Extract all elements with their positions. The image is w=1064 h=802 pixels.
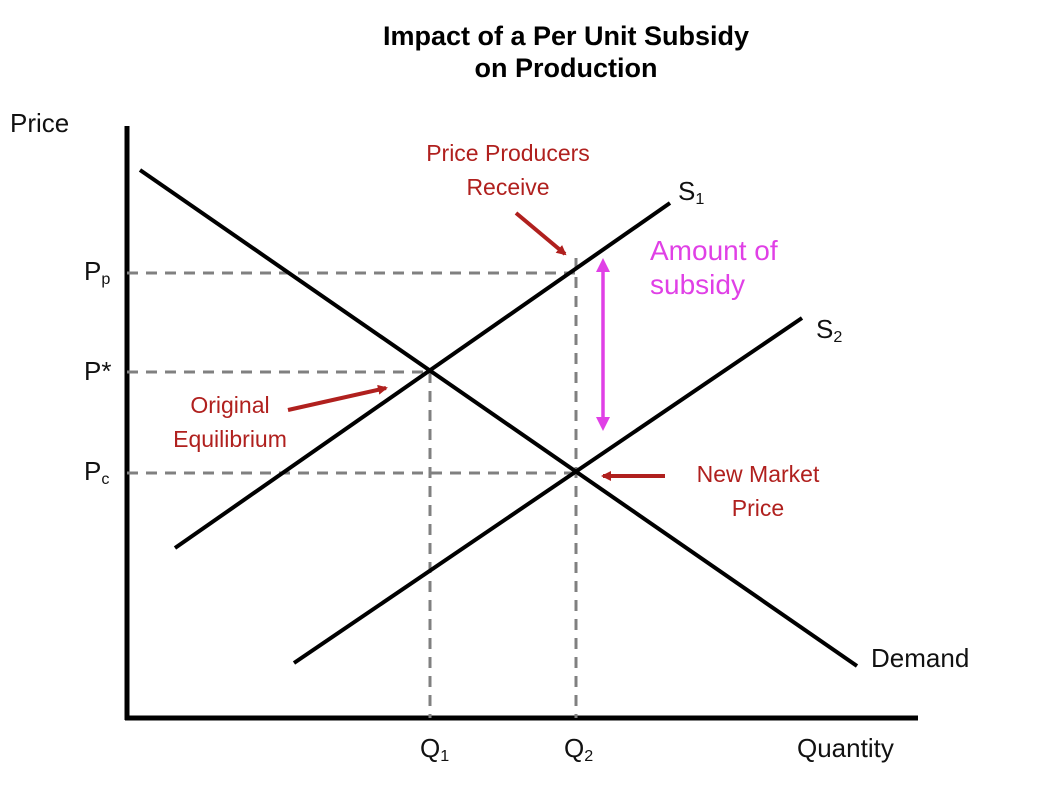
y-axis-label: Price	[10, 108, 70, 138]
x-axis-label: Quantity	[797, 733, 894, 763]
new-market-price-annotation: New Market Price	[696, 461, 820, 521]
s1-supply-curve	[173, 201, 672, 550]
s2-supply-curve	[292, 316, 804, 665]
demand-label: Demand	[871, 643, 970, 673]
producers-annotation: Price Producers Receive	[426, 140, 590, 200]
q1-label: Q1	[420, 733, 450, 766]
diagram-title: Impact of a Per Unit Subsidy on Producti…	[266, 20, 866, 85]
demand-curve	[138, 168, 859, 668]
s2-label: S2	[816, 314, 843, 347]
pp-label: Pp	[84, 256, 111, 289]
s1-label: S1	[678, 176, 705, 209]
pstar-label: P*	[84, 356, 112, 386]
title-line-1: Impact of a Per Unit Subsidy	[382, 21, 750, 51]
producers-arrow	[514, 211, 567, 256]
q2-label: Q2	[564, 733, 594, 766]
original-equilibrium-arrow	[287, 384, 388, 412]
pc-label: Pc	[84, 456, 110, 489]
title-line-2: on Production	[474, 53, 658, 84]
original-equilibrium-annotation: Original Equilibrium	[173, 392, 287, 452]
subsidy-annotation: Amount of subsidy	[650, 235, 778, 300]
